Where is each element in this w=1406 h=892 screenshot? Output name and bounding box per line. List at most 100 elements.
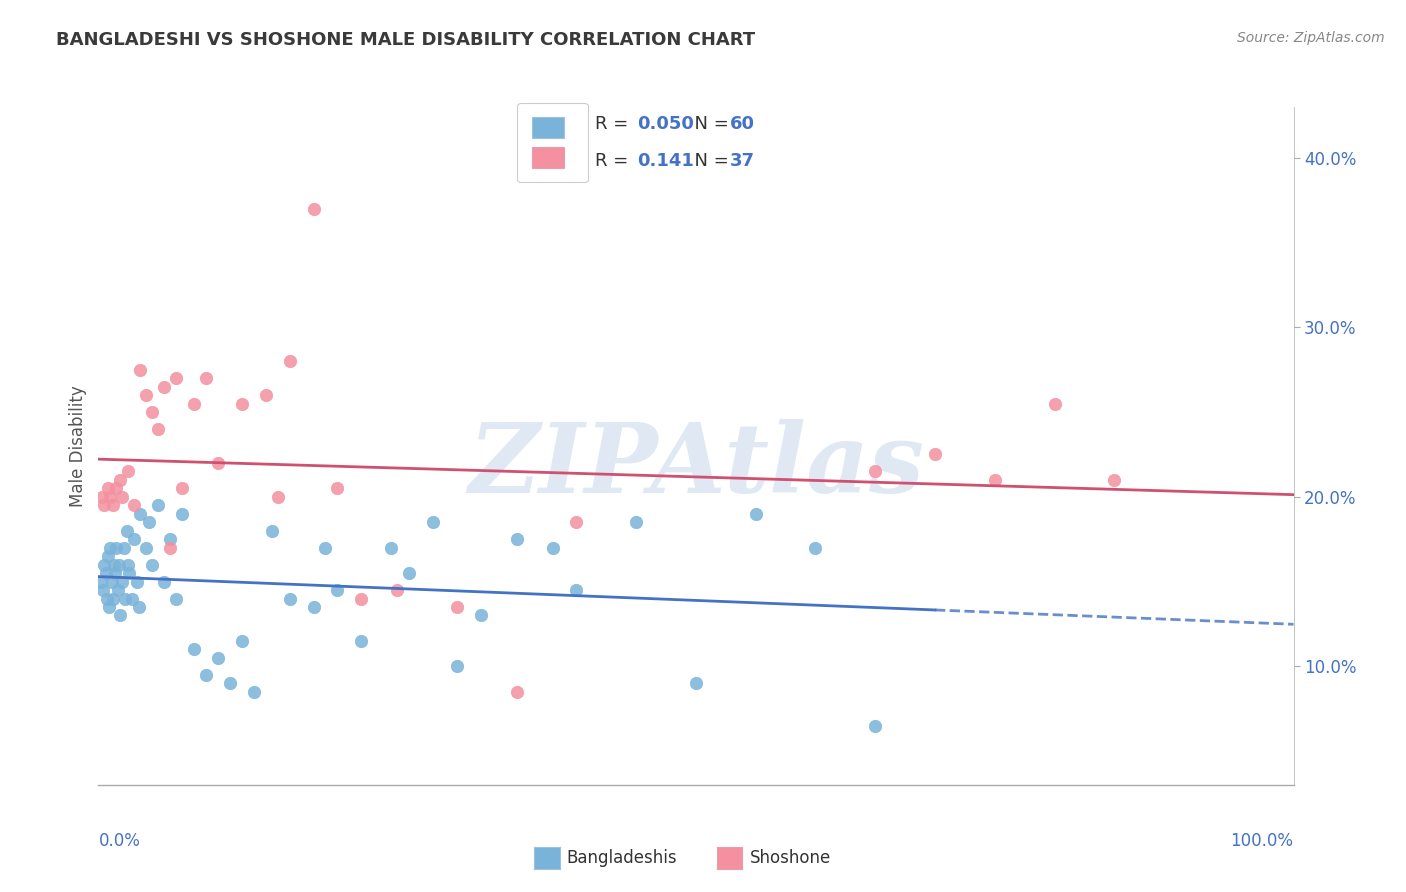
Point xyxy=(195,371,218,385)
Point xyxy=(121,591,143,606)
Point xyxy=(96,591,118,606)
Point xyxy=(118,566,141,580)
Point xyxy=(219,676,242,690)
Point xyxy=(105,481,128,495)
Point xyxy=(128,599,150,614)
Point xyxy=(117,558,139,572)
Point xyxy=(685,676,707,690)
Point xyxy=(446,599,468,614)
Point xyxy=(108,473,131,487)
Text: 37: 37 xyxy=(730,152,755,169)
Point xyxy=(172,507,194,521)
Point xyxy=(93,498,115,512)
Point xyxy=(924,447,946,462)
Text: ZIPAtlas: ZIPAtlas xyxy=(468,419,924,513)
Point xyxy=(446,659,468,673)
Point xyxy=(107,583,129,598)
Point xyxy=(1104,473,1126,487)
Point xyxy=(101,498,124,512)
Point xyxy=(112,541,135,555)
Point xyxy=(91,490,114,504)
Point xyxy=(254,388,277,402)
Text: N =: N = xyxy=(683,115,735,133)
Point xyxy=(302,599,325,614)
Point xyxy=(98,490,122,504)
Point xyxy=(108,608,131,623)
Point xyxy=(115,524,138,538)
Text: 0.141: 0.141 xyxy=(637,152,693,169)
Point xyxy=(111,490,134,504)
Text: 100.0%: 100.0% xyxy=(1230,832,1294,850)
Point xyxy=(141,558,163,572)
Point xyxy=(278,591,301,606)
Point xyxy=(90,574,112,589)
Text: Bangladeshis: Bangladeshis xyxy=(567,849,678,867)
Point xyxy=(626,515,648,529)
Point xyxy=(104,566,127,580)
Point xyxy=(103,558,125,572)
Point xyxy=(135,388,157,402)
Point xyxy=(207,456,229,470)
Text: 0.0%: 0.0% xyxy=(98,832,141,850)
Point xyxy=(91,583,114,598)
Point xyxy=(100,574,122,589)
Point xyxy=(159,541,181,555)
Legend: , : , xyxy=(517,103,588,182)
Point xyxy=(984,473,1007,487)
Point xyxy=(124,498,146,512)
Text: Source: ZipAtlas.com: Source: ZipAtlas.com xyxy=(1237,31,1385,45)
Point xyxy=(506,685,529,699)
Point xyxy=(124,532,146,546)
Point xyxy=(97,549,120,564)
Point xyxy=(94,566,117,580)
Point xyxy=(117,464,139,478)
Point xyxy=(125,574,148,589)
Point xyxy=(231,633,253,648)
Point xyxy=(350,633,373,648)
Point xyxy=(470,608,492,623)
Point xyxy=(422,515,444,529)
Text: 60: 60 xyxy=(730,115,755,133)
Point xyxy=(1043,396,1066,410)
Point xyxy=(260,524,283,538)
Point xyxy=(129,507,152,521)
Point xyxy=(111,574,134,589)
Point xyxy=(101,591,124,606)
Point xyxy=(148,422,170,436)
Point xyxy=(865,719,887,733)
Point xyxy=(207,651,229,665)
Point xyxy=(153,574,176,589)
Point xyxy=(385,583,409,598)
Point xyxy=(398,566,420,580)
Point xyxy=(153,379,176,393)
Point xyxy=(302,202,325,216)
Point xyxy=(129,362,152,376)
Point xyxy=(267,490,290,504)
Point xyxy=(745,507,768,521)
Point xyxy=(172,481,194,495)
Point xyxy=(565,515,588,529)
Point xyxy=(105,541,128,555)
Point xyxy=(165,371,187,385)
Point xyxy=(138,515,160,529)
Point xyxy=(315,541,337,555)
Point xyxy=(865,464,887,478)
Point xyxy=(159,532,181,546)
Point xyxy=(165,591,187,606)
Point xyxy=(326,481,349,495)
Point xyxy=(243,685,266,699)
Point xyxy=(541,541,564,555)
Point xyxy=(141,405,163,419)
Point xyxy=(231,396,253,410)
Point xyxy=(565,583,588,598)
Text: N =: N = xyxy=(683,152,735,169)
Point xyxy=(107,558,129,572)
Text: BANGLADESHI VS SHOSHONE MALE DISABILITY CORRELATION CHART: BANGLADESHI VS SHOSHONE MALE DISABILITY … xyxy=(56,31,755,49)
Text: R =: R = xyxy=(595,115,634,133)
Point xyxy=(380,541,402,555)
Y-axis label: Male Disability: Male Disability xyxy=(69,385,87,507)
Point xyxy=(114,591,136,606)
Point xyxy=(195,667,218,681)
Point xyxy=(98,599,121,614)
Point xyxy=(804,541,827,555)
